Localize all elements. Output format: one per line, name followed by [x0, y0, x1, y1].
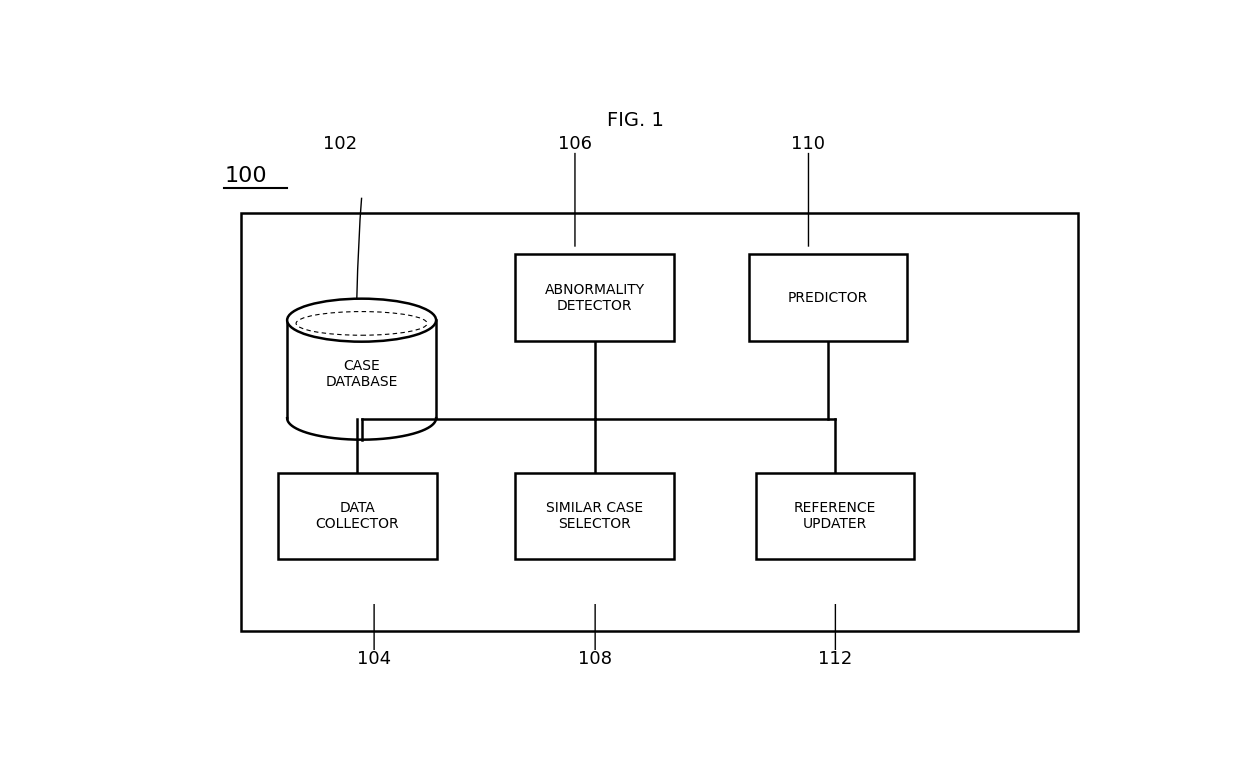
- Text: FIG. 1: FIG. 1: [608, 110, 663, 130]
- Text: 100: 100: [224, 166, 267, 185]
- Bar: [288, 320, 436, 418]
- FancyBboxPatch shape: [278, 473, 436, 559]
- Text: 110: 110: [791, 135, 826, 153]
- Text: 102: 102: [324, 135, 357, 153]
- Text: CASE
DATABASE: CASE DATABASE: [325, 359, 398, 390]
- FancyBboxPatch shape: [516, 473, 675, 559]
- Text: DATA
COLLECTOR: DATA COLLECTOR: [315, 501, 399, 531]
- FancyBboxPatch shape: [749, 255, 908, 341]
- Ellipse shape: [288, 299, 436, 341]
- Text: 108: 108: [578, 650, 613, 668]
- Text: PREDICTOR: PREDICTOR: [789, 291, 868, 305]
- Text: SIMILAR CASE
SELECTOR: SIMILAR CASE SELECTOR: [546, 501, 644, 531]
- FancyBboxPatch shape: [755, 473, 914, 559]
- Text: REFERENCE
UPDATER: REFERENCE UPDATER: [794, 501, 877, 531]
- FancyBboxPatch shape: [516, 255, 675, 341]
- Text: 104: 104: [357, 650, 391, 668]
- Text: 112: 112: [818, 650, 853, 668]
- Text: 106: 106: [558, 135, 591, 153]
- Text: ABNORMALITY
DETECTOR: ABNORMALITY DETECTOR: [544, 282, 645, 313]
